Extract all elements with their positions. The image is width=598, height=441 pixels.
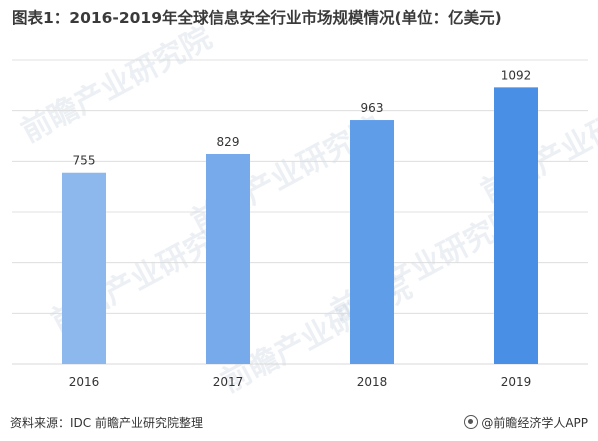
grid-lines	[12, 59, 588, 365]
data-label-2016: 755	[73, 154, 96, 168]
data-labels: 755 829 963 1092	[73, 68, 532, 167]
data-label-2019: 1092	[501, 68, 532, 82]
x-tick-2018: 2018	[357, 375, 388, 389]
bar-2019	[494, 87, 538, 365]
bar-2018	[350, 120, 394, 364]
x-axis-ticks: 2016 2017 2018 2019	[69, 375, 532, 389]
chart-title: 图表1：2016-2019年全球信息安全行业市场规模情况(单位：亿美元)	[12, 9, 502, 27]
x-tick-2017: 2017	[213, 375, 244, 389]
brand-logo-icon	[464, 415, 479, 429]
bars	[62, 87, 538, 365]
bar-2016	[62, 172, 106, 364]
source-note: 资料来源：IDC 前瞻产业研究院整理	[10, 416, 203, 430]
data-label-2018: 963	[361, 101, 384, 115]
data-label-2017: 829	[217, 135, 240, 149]
brand-credit: @前瞻经济学人APP	[464, 414, 588, 431]
x-tick-2019: 2019	[501, 375, 532, 389]
brand-credit-label: @前瞻经济学人APP	[481, 416, 588, 430]
bar-2017	[206, 153, 250, 364]
x-tick-2016: 2016	[69, 375, 100, 389]
